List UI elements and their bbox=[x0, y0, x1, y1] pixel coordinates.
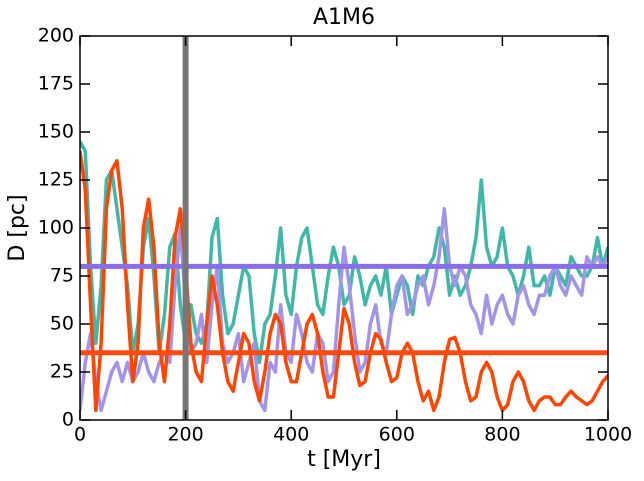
y-tick-label: 175 bbox=[38, 73, 74, 95]
y-tick-label: 200 bbox=[38, 25, 74, 47]
x-axis-label: t [Myr] bbox=[307, 447, 381, 472]
y-tick-label: 25 bbox=[50, 361, 74, 383]
y-tick-label: 50 bbox=[50, 313, 74, 335]
y-tick-label: 150 bbox=[38, 121, 74, 143]
x-tick-label: 1000 bbox=[584, 424, 632, 446]
x-tick-label: 0 bbox=[74, 424, 86, 446]
x-tick-label: 800 bbox=[484, 424, 520, 446]
y-axis-label: D [pc] bbox=[5, 194, 30, 261]
data-line bbox=[80, 150, 608, 413]
x-tick-label: 200 bbox=[167, 424, 203, 446]
y-tick-label: 75 bbox=[50, 265, 74, 287]
y-tick-label: 100 bbox=[38, 217, 74, 239]
y-tick-label: 0 bbox=[62, 409, 74, 431]
chart-title: A1M6 bbox=[313, 5, 375, 30]
x-tick-label: 400 bbox=[273, 424, 309, 446]
x-tick-label: 600 bbox=[379, 424, 415, 446]
y-tick-label: 125 bbox=[38, 169, 74, 191]
